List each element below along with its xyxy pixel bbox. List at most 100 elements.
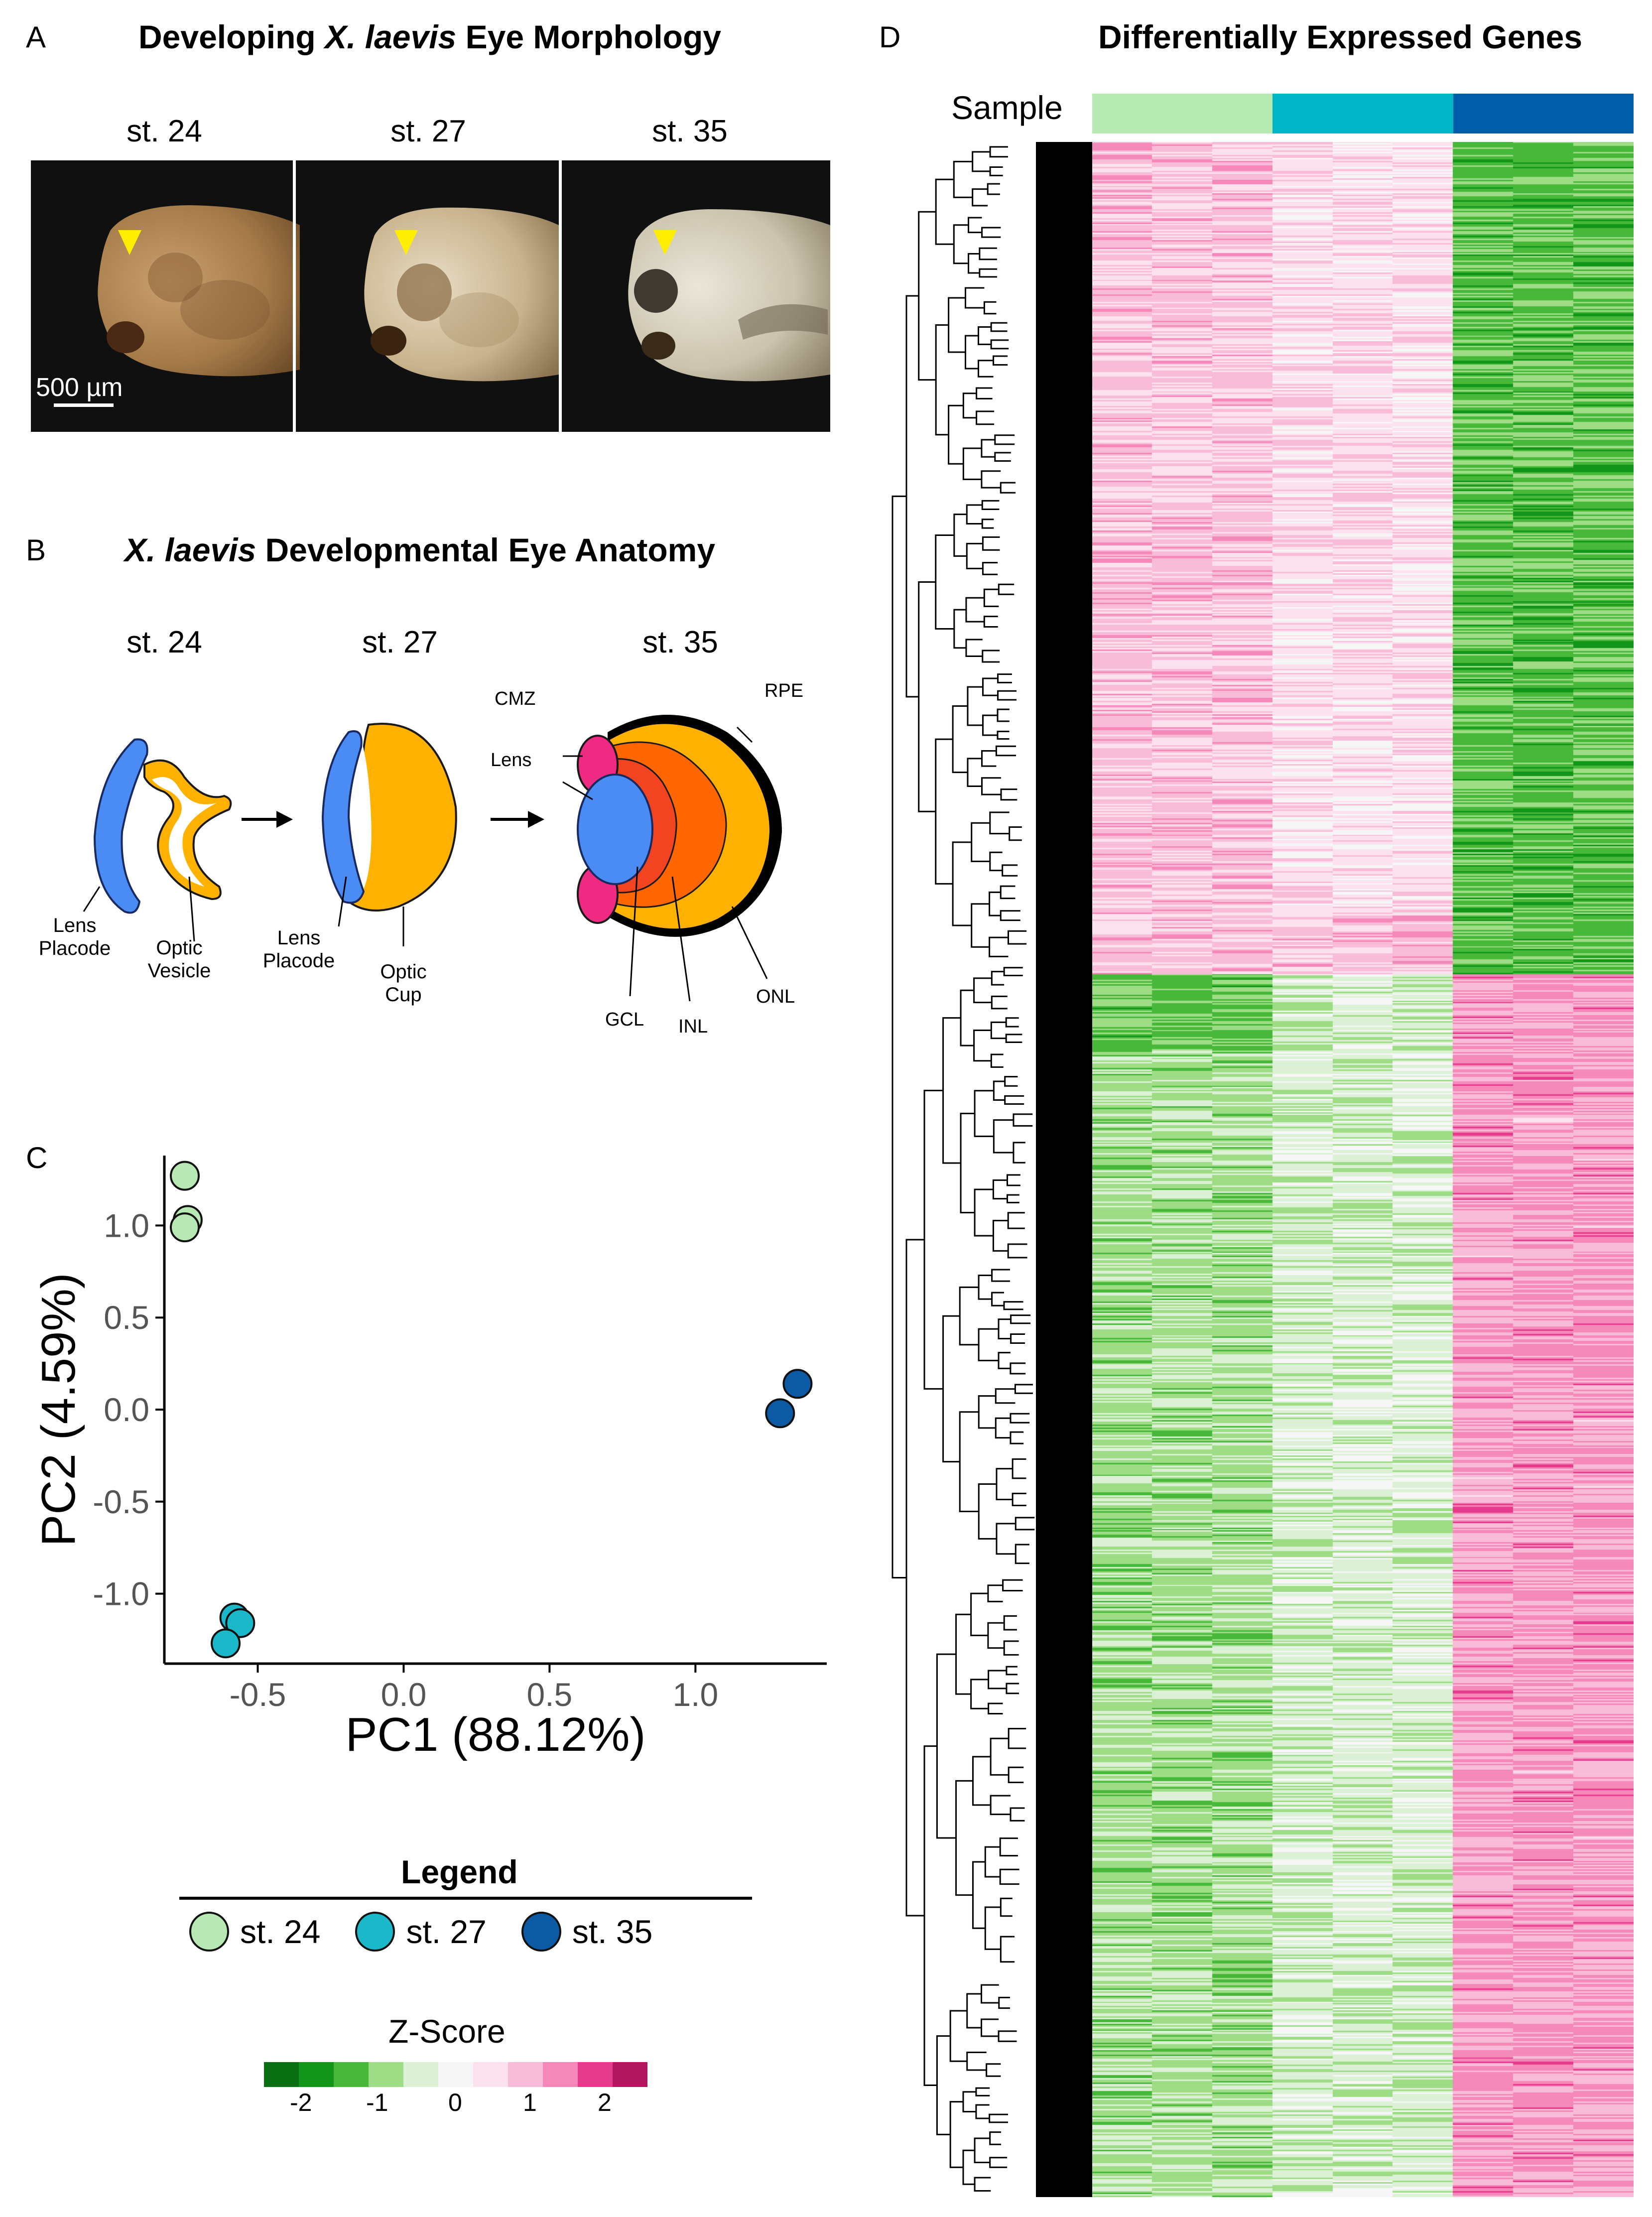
dendrogram-branch	[981, 470, 1001, 489]
dendrogram-branch	[987, 1622, 1005, 1649]
dendrogram-branch	[996, 1468, 1013, 1500]
dendrogram-branch	[959, 1286, 979, 1346]
dendrogram-branch	[974, 2177, 991, 2192]
dendrogram-branch	[948, 404, 964, 465]
dendrogram-branch	[975, 2104, 990, 2119]
dendrogram-branch	[935, 324, 949, 436]
dendrogram-branch	[967, 758, 982, 787]
zscore-swatch	[508, 2062, 543, 2087]
dendrogram-branch	[923, 1089, 943, 1390]
dendrogram-branch	[989, 146, 1008, 158]
dendrogram-branch	[935, 738, 953, 885]
dendrogram-branch	[1000, 482, 1016, 494]
dendrogram-branch	[988, 1702, 1003, 1714]
dendrogram-branch	[1006, 1666, 1017, 1676]
zscore-tick-m2: -2	[290, 2088, 312, 2116]
dendrogram-branch	[972, 1756, 991, 1806]
dendrogram-branch	[953, 609, 966, 649]
dendrogram-branch	[935, 178, 954, 245]
panel-b-stage-24: st. 24	[127, 625, 202, 659]
dendrogram-branch	[983, 301, 997, 315]
panel-a-title-part1: Developing	[138, 18, 325, 55]
legend-items: st. 24 st. 27 st. 35	[189, 1912, 652, 1952]
dendrogram-branch	[955, 1613, 971, 1695]
embryo-st24-photo	[98, 205, 300, 377]
dendrogram-branch	[976, 387, 993, 399]
embryo-st35-photo	[628, 209, 830, 382]
dendrogram-branch	[989, 891, 1001, 916]
dendrogram-branch	[978, 360, 994, 378]
dendrogram-branch	[960, 989, 974, 1046]
dendrogram-branch	[966, 504, 983, 524]
dendrogram-branch	[1004, 1095, 1024, 1105]
dendrogram-branch	[1006, 1174, 1020, 1186]
dendrogram-branch	[994, 452, 1011, 462]
pca-point-st35	[782, 1369, 813, 1399]
zscore-tick-0: 0	[448, 2088, 462, 2116]
embryo-photo-strip	[31, 160, 830, 432]
dendrogram-branch	[962, 2149, 975, 2185]
arrowhead-st35	[653, 230, 677, 255]
label-optic-vesicle-line2: Vesicle	[147, 960, 211, 982]
legend-swatch-st24	[189, 1912, 229, 1952]
dendrogram-branch	[981, 500, 1000, 510]
dendrogram-branch	[989, 936, 1009, 957]
dendrogram-branch	[1013, 1113, 1033, 1127]
legend-label-st27: st. 27	[406, 1913, 487, 1950]
dendrogram-branch	[935, 534, 954, 630]
panel-c-letter: C	[26, 1141, 48, 1174]
dendrogram-branch	[1003, 1640, 1019, 1656]
dendrogram-branch	[891, 495, 906, 1578]
dendrogram-branch	[971, 822, 990, 862]
dendrogram-branch	[981, 2018, 999, 2037]
dendrogram-branch	[990, 1021, 1007, 1040]
dendrogram-branch	[970, 1679, 989, 1709]
dendrogram-branch	[998, 1996, 1010, 2009]
dendrogram-branch	[996, 1523, 1016, 1555]
label-lens-placode-st24: Lens Placode	[30, 914, 120, 960]
label-inl: INL	[678, 1016, 708, 1037]
dendrogram-branch	[972, 188, 988, 207]
arrowhead-st27	[394, 230, 418, 255]
lens-placode-st24	[93, 738, 148, 914]
label-lens: Lens	[491, 750, 532, 771]
dendrogram-branch	[995, 1388, 1016, 1404]
pca-point-st27	[225, 1608, 255, 1638]
dendrogram-branch	[978, 1483, 997, 1540]
panel-a-title-species: X. laevis	[325, 18, 457, 55]
panel-a-stage-27: st. 27	[390, 114, 466, 148]
dendrogram-branch	[982, 562, 998, 575]
dendrogram-branch	[995, 745, 1017, 757]
dendrogram-branch	[952, 841, 972, 926]
dendrogram-branch	[1003, 1301, 1023, 1310]
dendrogram-branch	[1006, 1194, 1019, 1203]
panel-a-title: Developing X. laevis Eye Morphology	[138, 18, 721, 56]
zscore-swatch	[403, 2062, 438, 2087]
dendrogram-branch	[962, 447, 982, 480]
panel-b-title: X. laevis Developmental Eye Anatomy	[125, 531, 715, 569]
dendrogram-branch	[1006, 1683, 1019, 1695]
dendrogram-branch	[936, 1653, 956, 1839]
panel-a-stage-24: st. 24	[127, 114, 202, 148]
dendrogram-branch	[949, 2010, 967, 2062]
panel-b-stage-35: st. 35	[642, 625, 718, 659]
x-axis-label: PC1 (88.12%)	[346, 1708, 646, 1761]
dendrogram-branch	[1010, 1431, 1024, 1444]
pca-point-st24	[170, 1212, 200, 1243]
y-tick-label: 0.0	[104, 1391, 149, 1428]
dendrogram-branch	[1000, 788, 1017, 801]
dendrogram-branch	[987, 1584, 1003, 1602]
dendrogram-branch	[988, 1670, 1007, 1690]
dendrogram-branch	[1012, 1492, 1026, 1507]
dendrogram-branch	[993, 1119, 1014, 1154]
dendrogram-branch	[999, 1837, 1018, 1857]
dendrogram-branch	[1013, 1142, 1025, 1164]
dendrogram-branch	[918, 211, 936, 381]
zscore-swatch	[369, 2062, 403, 2087]
zscore-swatch	[473, 2062, 508, 2087]
lens-st35	[577, 774, 653, 885]
dendrogram-branch	[982, 650, 1000, 663]
zscore-swatch	[438, 2062, 473, 2087]
panel-b-stage-27: st. 27	[362, 625, 438, 659]
zscore-swatch	[264, 2062, 299, 2087]
